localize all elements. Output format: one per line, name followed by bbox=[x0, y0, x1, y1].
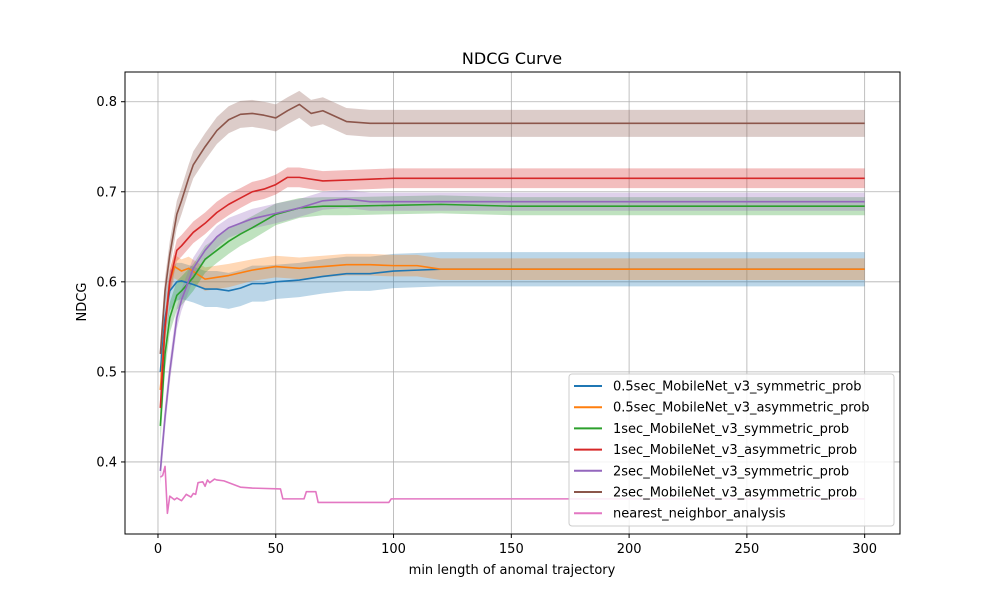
x-tick-label: 100 bbox=[381, 542, 406, 557]
series-line-3 bbox=[159, 176, 865, 408]
legend-label: 0.5sec_MobileNet_v3_asymmetric_prob bbox=[613, 401, 870, 416]
legend-label: 1sec_MobileNet_v3_symmetric_prob bbox=[613, 422, 849, 437]
x-tick-label: 150 bbox=[499, 542, 524, 557]
x-axis-label: min length of anomal trajectory bbox=[409, 563, 616, 578]
plot-frame bbox=[124, 71, 901, 535]
series-line-1 bbox=[159, 263, 865, 390]
y-tick-label: 0.7 bbox=[96, 185, 117, 200]
x-tick-label: 50 bbox=[267, 542, 284, 557]
chart-title: NDCG Curve bbox=[462, 49, 562, 68]
x-tick-label: 200 bbox=[617, 542, 642, 557]
legend: 0.5sec_MobileNet_v3_symmetric_prob 0.5sec… bbox=[568, 373, 895, 527]
y-tick-label: 0.6 bbox=[96, 275, 117, 290]
x-tick-label: 300 bbox=[852, 542, 877, 557]
legend-label: 2sec_MobileNet_v3_asymmetric_prob bbox=[613, 486, 857, 501]
confidence-band-3 bbox=[160, 167, 865, 422]
y-axis-ticks: 0.4 0.5 0.6 0.7 0.8 bbox=[96, 95, 125, 470]
y-tick-label: 0.5 bbox=[96, 365, 117, 380]
y-tick-label: 0.4 bbox=[96, 455, 117, 470]
x-axis-ticks: 0 50 100 150 200 250 300 bbox=[154, 534, 877, 557]
legend-label: 1sec_MobileNet_v3_asymmetric_prob bbox=[613, 443, 857, 458]
confidence-band-4 bbox=[160, 189, 865, 485]
confidence-band-0 bbox=[160, 252, 865, 395]
series-line-2 bbox=[159, 203, 865, 426]
legend-label: 2sec_MobileNet_v3_symmetric_prob bbox=[613, 464, 849, 479]
y-tick-label: 0.8 bbox=[96, 95, 117, 110]
series-line-6 bbox=[159, 465, 865, 515]
legend-label: 0.5sec_MobileNet_v3_symmetric_prob bbox=[613, 380, 862, 395]
x-tick-label: 250 bbox=[734, 542, 759, 557]
x-tick-label: 0 bbox=[154, 542, 162, 557]
y-axis-label: NDCG bbox=[75, 283, 90, 322]
series-line-4 bbox=[159, 198, 865, 472]
series-lines bbox=[159, 103, 865, 515]
legend-label: nearest_neighbor_analysis bbox=[613, 507, 786, 522]
series-line-5 bbox=[159, 103, 865, 354]
legend-box bbox=[568, 373, 895, 527]
